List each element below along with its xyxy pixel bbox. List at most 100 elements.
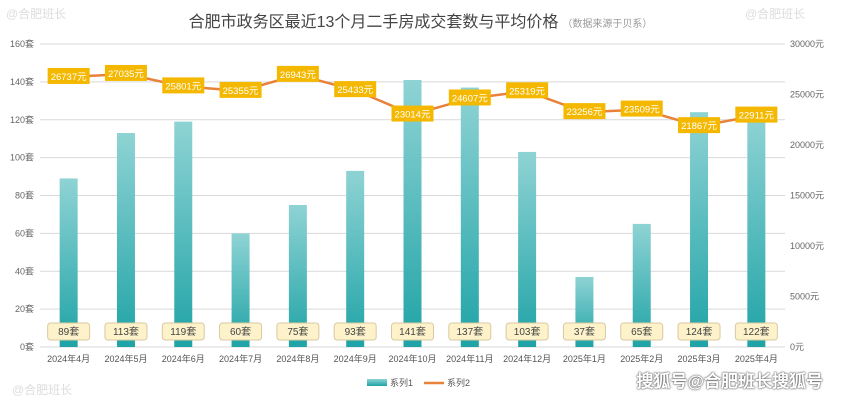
watermark-text: @合肥班长 [745,6,805,21]
line-data-label: 22911元 [739,111,775,122]
line-data-label: 26737元 [51,72,87,83]
line-label-box [162,77,205,94]
brand-watermark: 搜狐号@合肥班长搜狐号 [636,372,823,391]
right-tick-label: 5000元 [790,292,819,302]
legend-series1: 系列1 [390,377,413,388]
watermark-text: @合肥班长 [6,6,66,21]
line-label-box [563,103,606,120]
bar-data-label: 89套 [58,325,79,338]
bar-label-box [333,322,377,341]
right-tick-label: 0元 [790,342,804,352]
left-tick-label: 140套 [10,76,34,87]
line-data-label: 25801元 [165,81,201,92]
bar-data-label: 60套 [230,325,251,338]
legend-bar-swatch [367,379,387,386]
bar-data-label: 65套 [631,325,652,338]
bar-label-box [161,322,205,341]
bar-label-box [104,322,148,341]
bar-data-label: 119套 [170,325,196,338]
x-tick-label: 2024年12月 [503,353,551,364]
title-text: 合肥市政务区最近13个月二手房成交套数与平均价格 [188,14,559,31]
right-tick-label: 25000元 [790,90,824,100]
bar-label-box [677,322,721,341]
left-tick-label: 0套 [20,341,34,352]
right-tick-label: 30000元 [790,39,824,49]
line-label-box [735,106,778,123]
x-tick-label: 2025年4月 [735,353,778,364]
left-tick-label: 20套 [15,303,34,314]
right-tick-label: 15000元 [790,191,824,201]
right-tick-label: 10000元 [790,241,824,251]
bar-label-box [562,322,606,341]
bar-label-box [47,322,91,341]
left-tick-label: 40套 [15,265,34,276]
line-data-label: 26943元 [280,70,316,81]
line-label-box [47,67,90,84]
bar [174,121,193,347]
x-tick-label: 2025年3月 [678,353,721,364]
right-tick-label: 20000元 [790,140,824,150]
bar-data-label: 141套 [399,325,426,338]
line-data-label: 25433元 [337,85,373,96]
bar-data-label: 124套 [686,325,713,338]
bar [288,204,307,347]
line-label-box [678,117,721,134]
line-label-box [334,81,377,98]
x-tick-label: 2024年4月 [47,353,90,364]
x-tick-label: 2025年1月 [563,353,606,364]
line-data-label: 25319元 [509,86,545,97]
bar-label-box [734,322,778,341]
x-tick-label: 2024年7月 [219,353,262,364]
x-tick-label: 2024年6月 [162,353,205,364]
bar-label-box [219,322,263,341]
line-data-label: 23256元 [566,107,602,118]
bar-data-label: 37套 [574,325,595,338]
bar-label-box [620,322,664,341]
bar [460,87,479,348]
legend-series2: 系列2 [447,377,470,388]
chart-title: 合肥市政务区最近13个月二手房成交套数与平均价格 （数据来源于贝系） [0,8,841,32]
line-label-box [620,100,663,117]
line-data-label: 24607元 [452,93,488,104]
bar-label-box [391,322,434,341]
x-tick-label: 2025年2月 [620,353,663,364]
bar [403,79,422,347]
bar [518,151,537,347]
line-data-label: 25355元 [223,86,259,97]
x-tick-label: 2024年8月 [276,353,319,364]
x-tick-label: 2024年11月 [446,353,493,364]
left-tick-label: 60套 [15,227,34,238]
line-data-label: 23509元 [624,105,660,116]
line-label-box [276,65,319,82]
watermark-text: @合肥班长 [12,382,72,397]
bar-data-label: 93套 [345,325,366,338]
x-tick-label: 2024年5月 [104,353,147,364]
bar [231,233,250,347]
bar-data-label: 137套 [456,325,483,338]
bar-data-label: 122套 [743,325,770,338]
bar [116,133,135,347]
bar [346,170,365,347]
left-tick-label: 100套 [10,152,34,163]
left-tick-label: 80套 [15,190,34,201]
line-label-box [391,105,434,122]
bar-label-box [505,322,549,341]
left-tick-label: 120套 [10,114,34,125]
left-tick-label: 160套 [10,38,34,49]
subtitle-text: （数据来源于贝系） [562,19,653,30]
line-label-box [219,81,262,98]
bar-label-box [448,322,492,341]
line-label-box [448,89,491,106]
line-data-label: 23014元 [395,110,431,121]
bar-data-label: 103套 [514,325,541,338]
line-label-box [104,64,147,81]
bar [59,178,78,347]
bar [690,112,709,347]
bar-data-label: 113套 [113,325,139,338]
bar [747,115,766,348]
bar-data-label: 75套 [287,325,308,338]
bar [632,223,651,347]
line-data-label: 21867元 [681,121,717,132]
line-data-label: 27035元 [108,69,144,80]
